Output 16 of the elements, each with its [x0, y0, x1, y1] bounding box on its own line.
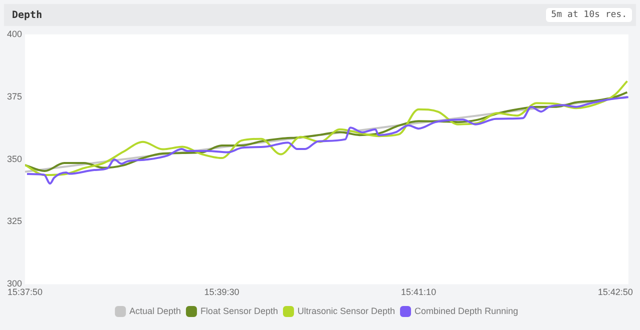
text: 5m at 10s res. [546, 8, 632, 22]
chart-title: Depth [12, 10, 42, 20]
y-tick-label: 300 [6, 278, 22, 289]
legend-label: Ultrasonic Sensor Depth [297, 306, 396, 316]
legend-label: Actual Depth [129, 306, 181, 316]
x-tick-label: 15:37:50 [7, 287, 43, 298]
x-tick-label: 15:41:10 [401, 287, 436, 298]
line-series [25, 80, 628, 176]
x-tick-label: 15:42:50 [598, 287, 633, 298]
y-tick-label: 400 [6, 28, 22, 39]
legend-label: Float Sensor Depth [200, 306, 278, 316]
legend-label: Combined Depth Running [414, 306, 518, 316]
y-tick-label: 350 [6, 154, 22, 164]
x-tick-label: 15:39:30 [204, 287, 240, 298]
y-tick-label: 325 [6, 216, 22, 226]
y-tick-label: 375 [6, 91, 22, 102]
